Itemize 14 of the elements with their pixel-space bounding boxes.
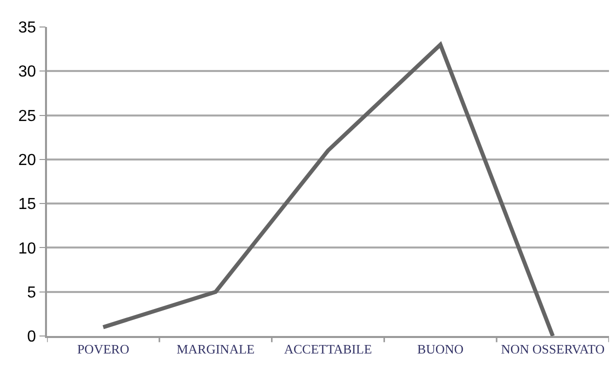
line-series	[101, 42, 555, 336]
x-tick-label: MARGINALE	[176, 341, 255, 356]
x-tick-label: POVERO	[77, 341, 130, 356]
y-tick-label: 25	[18, 108, 36, 125]
x-tick-label: NON OSSERVATO	[501, 341, 605, 356]
x-tick-label: ACCETTABILE	[284, 341, 372, 356]
y-tick-label: 15	[18, 196, 36, 214]
y-tick-label: 0	[27, 328, 36, 346]
y-tick-label: 10	[18, 240, 36, 258]
y-tick-label: 5	[27, 284, 36, 302]
y-tick-label: 20	[18, 152, 36, 170]
x-tick-label: BUONO	[417, 341, 464, 356]
y-tick-label: 30	[18, 64, 36, 81]
y-tick-label: 35	[18, 20, 36, 37]
